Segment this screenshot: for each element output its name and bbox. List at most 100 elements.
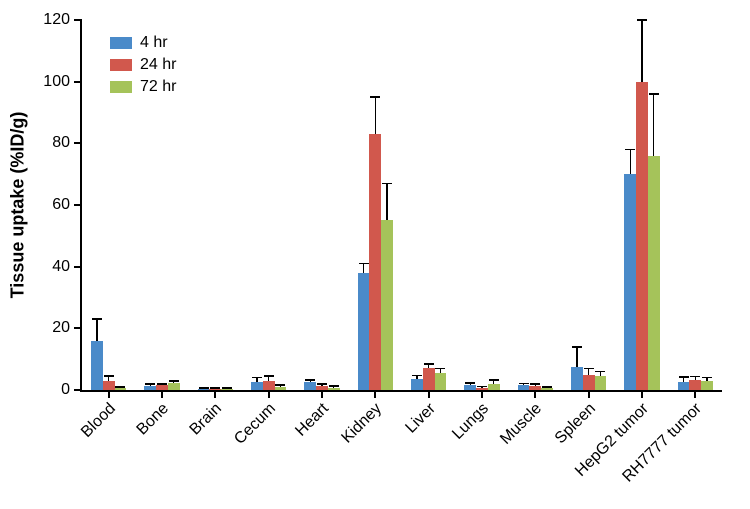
- error-bar-cap: [477, 386, 487, 388]
- x-tick-label: Blood: [78, 400, 120, 442]
- bar: [115, 388, 127, 390]
- y-tick: [74, 81, 82, 83]
- chart-container: Tissue uptake (%ID/g) 020406080100120Blo…: [0, 0, 750, 509]
- error-bar-cap: [252, 377, 262, 379]
- x-tick: [534, 390, 536, 398]
- y-tick: [74, 204, 82, 206]
- legend-label: 72 hr: [140, 78, 176, 96]
- bar: [221, 389, 233, 390]
- error-bar-cap: [359, 263, 369, 265]
- x-tick-label: Brain: [187, 400, 226, 439]
- x-tick-label: Muscle: [497, 400, 546, 449]
- bar: [648, 156, 660, 390]
- error-bar-cap: [572, 346, 582, 348]
- error-bar-cap: [199, 387, 209, 389]
- error-bar: [630, 150, 632, 175]
- y-axis-title: Tissue uptake (%ID/g): [8, 112, 29, 299]
- bar: [624, 174, 636, 390]
- x-tick: [481, 390, 483, 398]
- y-tick-label: 60: [52, 196, 70, 214]
- x-tick-label: Lungs: [449, 400, 493, 444]
- x-tick-label: Liver: [402, 400, 439, 437]
- bar: [103, 381, 115, 390]
- error-bar-cap: [519, 383, 529, 385]
- y-tick-label: 100: [43, 73, 70, 91]
- x-tick: [321, 390, 323, 398]
- bar: [423, 368, 435, 390]
- error-bar: [375, 97, 377, 134]
- bar: [91, 341, 103, 390]
- bar: [144, 386, 156, 390]
- error-bar-cap: [115, 386, 125, 388]
- bar: [476, 388, 488, 390]
- error-bar: [363, 264, 365, 273]
- bar: [209, 389, 221, 390]
- bar: [251, 382, 263, 390]
- bar: [689, 380, 701, 390]
- bar: [571, 367, 583, 390]
- error-bar-cap: [104, 375, 114, 377]
- error-bar-cap: [412, 375, 422, 377]
- bar: [358, 273, 370, 390]
- bar: [435, 373, 447, 390]
- bar: [381, 220, 393, 390]
- x-tick: [588, 390, 590, 398]
- bar: [369, 134, 381, 390]
- error-bar-cap: [264, 375, 274, 377]
- error-bar-cap: [584, 368, 594, 370]
- bar: [541, 388, 553, 390]
- x-tick: [694, 390, 696, 398]
- legend-label: 4 hr: [140, 34, 168, 52]
- error-bar-cap: [679, 376, 689, 378]
- bar: [275, 387, 287, 390]
- error-bar-cap: [489, 379, 499, 381]
- error-bar: [588, 368, 590, 374]
- error-bar-cap: [435, 368, 445, 370]
- bar: [411, 379, 423, 390]
- error-bar-cap: [145, 383, 155, 385]
- legend-label: 24 hr: [140, 56, 176, 74]
- bar: [464, 385, 476, 390]
- y-tick-label: 0: [61, 381, 70, 399]
- legend-item: 4 hr: [110, 34, 176, 52]
- error-bar-cap: [637, 19, 647, 21]
- bar: [198, 389, 210, 390]
- bar: [488, 384, 500, 390]
- y-tick-label: 20: [52, 319, 70, 337]
- bar: [518, 385, 530, 390]
- legend-item: 72 hr: [110, 78, 176, 96]
- x-tick-label: Spleen: [551, 400, 599, 448]
- error-bar: [653, 94, 655, 156]
- error-bar-cap: [649, 93, 659, 95]
- x-tick-label: Bone: [134, 400, 173, 439]
- legend-swatch: [110, 37, 132, 49]
- bar: [701, 381, 713, 390]
- y-tick: [74, 389, 82, 391]
- error-bar-cap: [542, 386, 552, 388]
- legend-item: 24 hr: [110, 56, 176, 74]
- y-tick: [74, 142, 82, 144]
- error-bar-cap: [595, 371, 605, 373]
- y-tick-label: 120: [43, 11, 70, 29]
- x-tick-label: Kidney: [339, 400, 386, 447]
- error-bar: [576, 347, 578, 367]
- bar: [328, 388, 340, 390]
- error-bar-cap: [92, 318, 102, 320]
- error-bar-cap: [530, 383, 540, 385]
- y-tick-label: 80: [52, 134, 70, 152]
- error-bar-cap: [370, 96, 380, 98]
- error-bar: [386, 183, 388, 220]
- bar: [678, 382, 690, 390]
- x-tick-label: Heart: [292, 400, 332, 440]
- error-bar: [96, 319, 98, 341]
- bar: [316, 386, 328, 390]
- error-bar-cap: [169, 380, 179, 382]
- error-bar-cap: [210, 387, 220, 389]
- x-tick: [374, 390, 376, 398]
- bar: [583, 375, 595, 390]
- bar: [263, 381, 275, 390]
- error-bar-cap: [382, 183, 392, 185]
- error-bar-cap: [465, 382, 475, 384]
- legend: 4 hr 24 hr 72 hr: [110, 34, 176, 100]
- error-bar-cap: [305, 379, 315, 381]
